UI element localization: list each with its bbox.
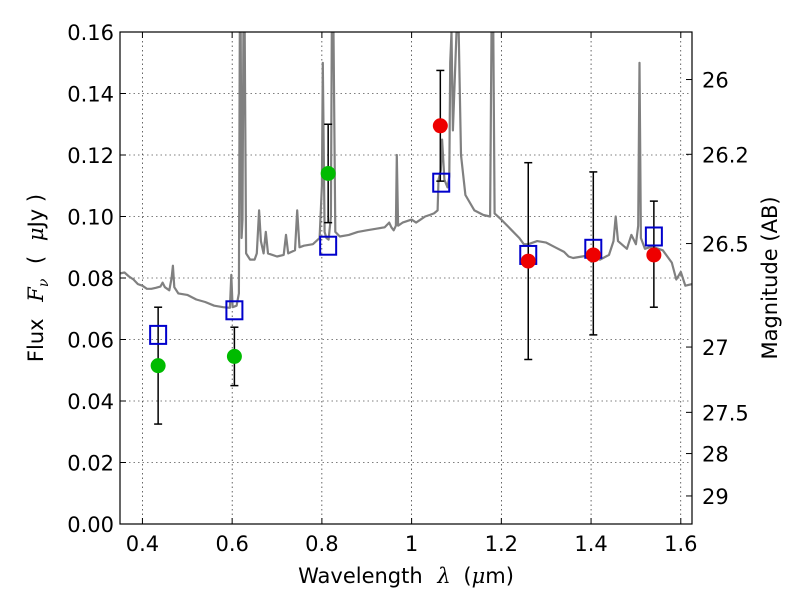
model-square-marker [644,226,663,247]
x-axis-label-symbol: λ [436,564,450,588]
y2-axis-ticks: 26 26.2 26.5 27 27.5 28 29 [686,69,749,509]
x-axis-label-paren: ( [463,564,471,588]
model-square-marker [149,324,168,345]
model-square-marker [319,235,338,256]
x-axis-label-unit: m) [485,564,514,588]
plot-area [120,32,692,425]
y-axis-label-symbol: F [24,286,48,303]
y2-tick-label: 26 [702,69,729,93]
y-axis-label-mu: μ [24,227,48,241]
y-axis-label: Flux Fν ( μJy ) [24,194,53,362]
x-tick-label: 0.8 [305,532,338,556]
y2-tick-label: 26.2 [702,143,749,167]
y-axis-label-unit: Jy ) [24,194,48,230]
y-tick-label: 0.16 [67,21,114,45]
y-tick-label: 0.12 [67,144,114,168]
model-square-marker [432,172,451,193]
data-point [150,358,166,374]
x-axis-label-prefix: Wavelength [298,564,423,588]
y-tick-label: 0.04 [67,390,114,414]
y2-tick-label: 27.5 [702,401,749,425]
x-tick-label: 1.6 [664,532,697,556]
x-tick-label: 1.4 [574,532,607,556]
y2-tick-label: 28 [702,443,729,467]
x-tick-label: 0.4 [126,532,159,556]
data-point [520,253,536,269]
x-tick-label: 1 [405,532,418,556]
y2-axis-label: Magnitude (AB) [758,196,782,359]
spectrum-line [120,32,692,309]
data-point [432,118,448,134]
y2-tick-label: 29 [702,485,729,509]
data-point [320,165,336,181]
x-tick-label: 1.2 [485,532,518,556]
x-axis-label: Wavelength λ (μm) [298,564,514,588]
x-axis-ticks: 0.4 0.6 0.8 1 1.2 1.4 1.6 [126,32,697,556]
y-axis-label-paren: ( [24,256,48,264]
data-point [585,247,601,263]
y-tick-label: 0.10 [67,206,114,230]
y-tick-label: 0.14 [67,83,114,107]
y-tick-label: 0.08 [67,267,114,291]
y-tick-label: 0.06 [67,329,114,353]
y-axis-ticks: 0.00 0.02 0.04 0.06 0.08 0.10 0.12 0.14 0.16 [67,21,126,537]
x-tick-label: 0.6 [215,532,248,556]
y2-tick-label: 26.5 [702,233,749,257]
model-square-marker [225,300,244,321]
data-point [226,348,242,364]
measurement-points [150,118,662,374]
y-axis-label-prefix: Flux [24,318,48,362]
y-tick-label: 0.02 [67,452,114,476]
y2-tick-label: 27 [702,336,729,360]
x-axis-label-mu: μ [472,564,486,588]
y-tick-label: 0.00 [67,513,114,537]
y-axis-label-subscript: ν [36,278,52,287]
data-point [646,247,662,263]
